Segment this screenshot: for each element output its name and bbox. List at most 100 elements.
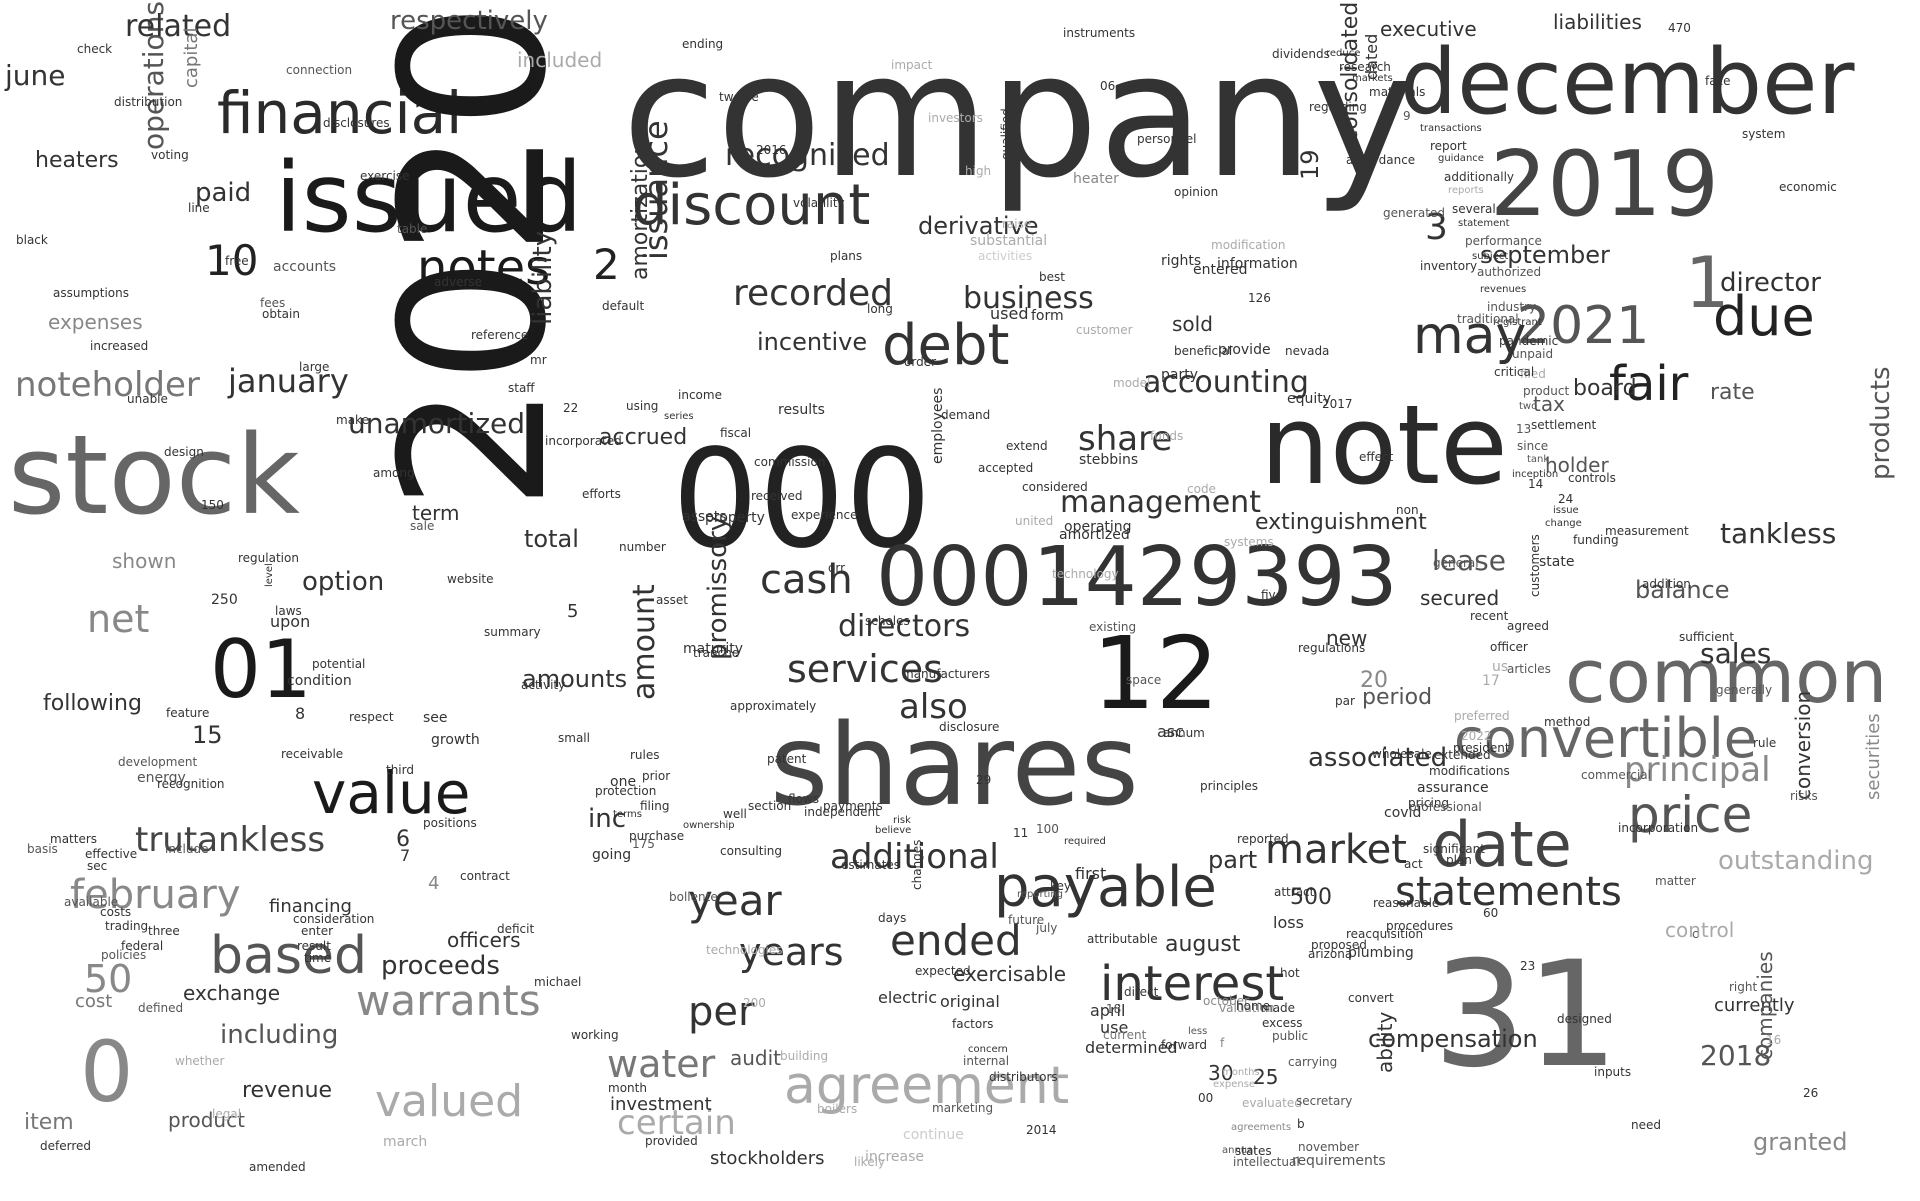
word-465: united <box>1015 514 1054 528</box>
word-87: holder <box>1545 453 1609 477</box>
word-421: code <box>1187 482 1216 496</box>
word-207: time <box>304 951 332 965</box>
word-75: included <box>517 48 603 72</box>
word-376: 2017 <box>1322 397 1353 411</box>
word-342: available <box>64 895 119 909</box>
word-468: space <box>1126 673 1162 687</box>
word-139: exchange <box>183 981 281 1005</box>
word-355: incorporated <box>545 434 622 448</box>
word-371: personnel <box>1137 132 1197 146</box>
word-315: scholes <box>865 614 910 628</box>
word-223: flows <box>788 792 819 806</box>
word-422: systems <box>1224 535 1274 549</box>
word-189: level <box>264 563 275 587</box>
word-16: stock <box>8 411 300 539</box>
word-240: less <box>1188 1026 1208 1037</box>
word-416: raise <box>1002 217 1032 231</box>
word-138: officers <box>447 928 521 952</box>
word-197: development <box>118 755 198 769</box>
word-100: currently <box>1714 995 1795 1016</box>
word-442: design <box>164 445 204 459</box>
word-319: 11 <box>1013 826 1029 840</box>
word-380: recent <box>1470 609 1509 623</box>
word-186: default <box>602 299 645 313</box>
word-129: inc <box>588 804 626 834</box>
word-424: regulations <box>1298 641 1366 655</box>
word-322: direct <box>1124 985 1159 999</box>
word-388: 16 <box>1766 1033 1782 1047</box>
word-390: deferred <box>40 1139 91 1153</box>
word-232: internal <box>963 1054 1010 1068</box>
word-332: critical <box>1494 365 1535 379</box>
word-394: line <box>188 201 210 215</box>
word-23: shares <box>770 701 1139 831</box>
word-379: general <box>1433 556 1479 570</box>
word-435: face <box>1705 74 1731 88</box>
word-12: 2021 <box>1517 296 1650 356</box>
word-423: five <box>1261 588 1284 602</box>
word-291: unpaid <box>1512 347 1554 361</box>
word-59: accounting <box>1143 365 1309 400</box>
word-160: qualified <box>999 108 1013 160</box>
word-337: sufficient <box>1679 630 1735 644</box>
word-431: designed <box>1557 1012 1612 1026</box>
word-400: sale <box>410 519 435 533</box>
word-236: 18 <box>1106 1002 1122 1016</box>
word-436: system <box>1742 127 1786 141</box>
word-312: commission <box>754 455 826 469</box>
word-221: section <box>748 799 792 813</box>
word-97: outstanding <box>1718 846 1874 876</box>
word-461: long <box>867 302 893 316</box>
word-18: 000 <box>672 421 932 579</box>
word-153: investment <box>610 1094 712 1115</box>
word-361: patent <box>767 752 807 766</box>
word-178: extend <box>1006 439 1048 453</box>
word-124: amounts <box>522 665 628 693</box>
word-45: interest <box>1100 956 1285 1012</box>
word-347: amended <box>249 1160 306 1174</box>
word-420: funds <box>1150 429 1184 443</box>
word-375: nevada <box>1285 344 1330 358</box>
word-227: changes <box>910 839 924 890</box>
word-404: small <box>558 731 590 745</box>
word-133: 6 <box>396 827 410 852</box>
word-229: required <box>1064 836 1106 847</box>
word-354: staff <box>508 381 535 395</box>
word-162: form <box>1031 308 1064 324</box>
word-142: product <box>168 1108 245 1132</box>
word-299: statement <box>1458 218 1510 229</box>
word-346: legal <box>212 1107 242 1121</box>
word-140: including <box>220 1020 339 1050</box>
word-417: best <box>1039 270 1065 284</box>
word-430: 23 <box>1520 959 1536 973</box>
word-84: rate <box>1710 380 1755 405</box>
word-206: result <box>297 939 331 953</box>
word-49: per <box>688 989 755 1035</box>
word-411: boilers <box>817 1102 858 1116</box>
word-213: one <box>610 774 637 790</box>
word-458: 2016 <box>756 143 787 157</box>
word-398: make <box>336 413 369 427</box>
word-364: days <box>878 911 907 925</box>
word-243: expense <box>1213 1079 1256 1090</box>
word-239: valuation <box>1219 1001 1275 1015</box>
word-180: considered <box>1022 480 1088 494</box>
word-79: 3 <box>1425 207 1448 248</box>
word-193: see <box>423 710 448 726</box>
word-309: markets <box>1352 73 1393 84</box>
word-78: september <box>1480 241 1610 269</box>
word-408: technologies <box>706 943 783 957</box>
word-40: net <box>87 597 150 641</box>
word-469: annum <box>1163 726 1205 740</box>
word-242: months <box>1222 1067 1260 1078</box>
word-152: stockholders <box>710 1148 825 1169</box>
word-328: accordance <box>1346 153 1416 167</box>
word-357: number <box>619 540 666 554</box>
word-143: item <box>24 1110 74 1135</box>
word-344: defined <box>138 1001 184 1015</box>
word-54: cash <box>760 557 853 603</box>
word-71: heaters <box>35 148 119 173</box>
word-202: sec <box>87 859 108 873</box>
word-128: option <box>302 567 385 597</box>
word-168: rights <box>1161 253 1202 269</box>
